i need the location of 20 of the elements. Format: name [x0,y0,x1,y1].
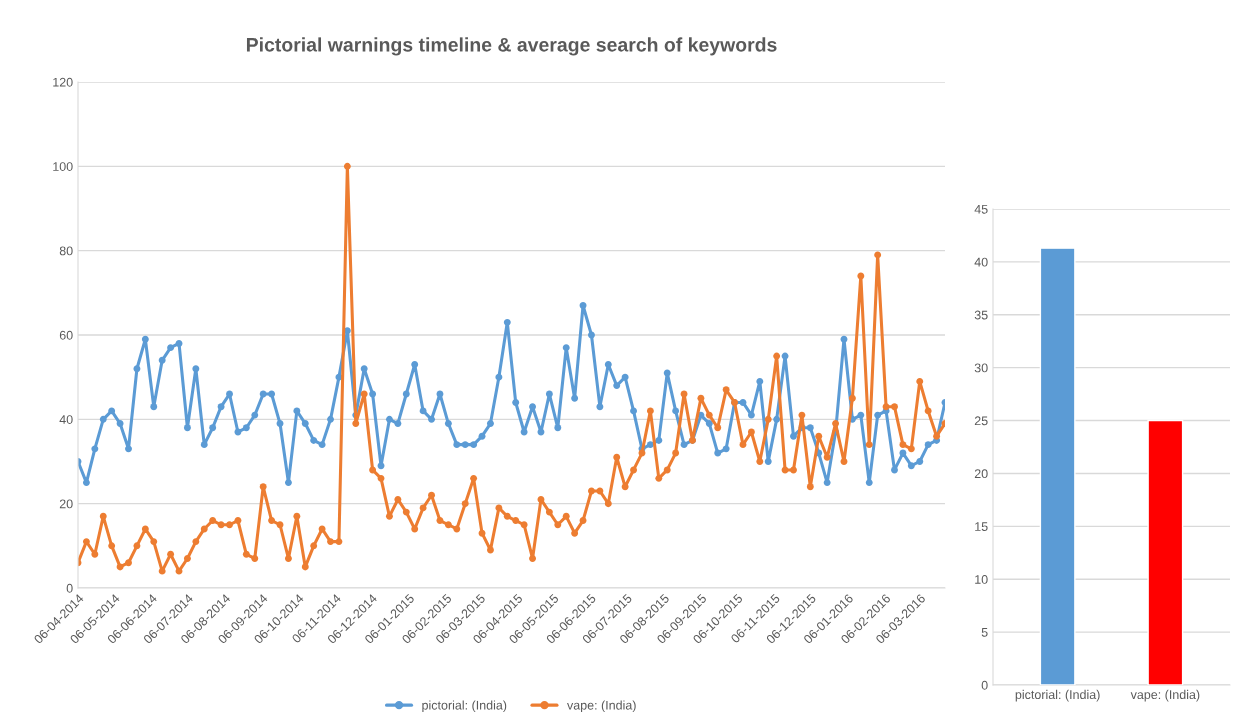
y-tick-label: 10 [975,575,988,584]
y-tick-label: 60 [59,330,73,340]
y-tick-label: 40 [974,257,988,267]
y-tick-label: 25 [974,416,988,426]
y-tick-label: 0 [66,583,73,593]
y-tick-label: 20 [59,499,73,509]
y-tick-label: 0 [981,680,988,690]
y-tick-label: 120 [53,77,73,87]
y-tick-label: 20 [974,469,988,479]
y-tick-label: 40 [59,415,73,424]
legend-label: vape: (India) [567,700,636,713]
y-tick-label: 15 [975,522,988,531]
y-tick-label: 35 [974,310,988,320]
y-tick-label: 100 [53,162,73,171]
y-tick-label: 5 [981,628,988,637]
y-tick-label: 80 [59,246,73,256]
chart-title: Pictorial warnings timeline & average search of keywords [246,37,777,56]
legend-label: pictorial: (India) [422,700,507,713]
y-tick-label: 30 [974,363,988,373]
y-tick-label: 45 [974,204,988,214]
